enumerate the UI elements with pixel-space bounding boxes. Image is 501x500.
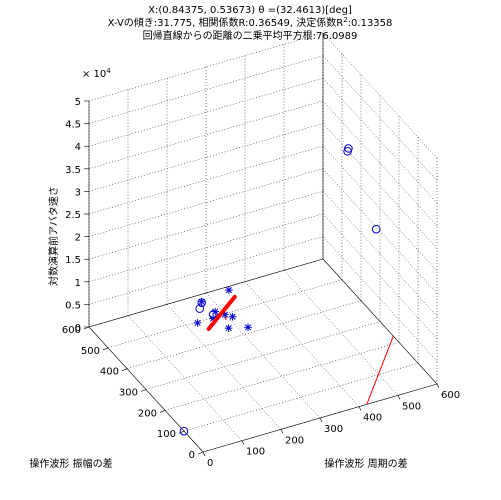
z-tick-label: 0 — [75, 323, 81, 334]
y-tick-mark — [83, 326, 90, 330]
sidewall-gridline-z — [322, 55, 438, 181]
y-tick-mark — [197, 451, 204, 455]
z-tick-label: 4 — [75, 142, 81, 153]
y-tick-label: 500 — [81, 346, 100, 357]
star-marker — [193, 319, 202, 327]
z-tick-label: 3.5 — [65, 165, 81, 176]
z-tick-label: 4.5 — [65, 120, 81, 131]
star-marker — [224, 324, 233, 332]
y-tick-label: 300 — [119, 388, 138, 399]
star-marker — [244, 323, 252, 332]
floor-gridline-y — [183, 362, 419, 432]
floor-edge-back — [88, 258, 324, 328]
data-layer — [179, 144, 394, 436]
x-tick-label: 300 — [324, 424, 343, 435]
circle-marker — [195, 304, 204, 313]
z-tick-label: 5 — [75, 97, 81, 108]
sidewall-gridline-z — [322, 78, 438, 204]
star-marker — [211, 307, 219, 316]
z-tick-label: 0.5 — [65, 300, 81, 311]
chart-title: X:(0.84375, 0.53673) θ =(32.4613)[deg] X… — [108, 5, 393, 42]
title-line-2-superscript: 2 — [343, 16, 347, 24]
z-tick-label: 3 — [75, 187, 81, 198]
backwall-gridline-z — [88, 145, 324, 215]
grid-layer — [88, 32, 438, 453]
circle-marker — [344, 144, 353, 153]
floor-gridline-y — [164, 342, 400, 411]
regression-line — [206, 294, 237, 331]
y-tick-mark — [102, 347, 109, 351]
tick-layer: 0100200300400500600010020030040050060000… — [62, 97, 460, 469]
sidewall-gridline-z — [322, 213, 438, 339]
z-tick-label: 2 — [75, 233, 81, 244]
y-tick-mark — [178, 430, 185, 434]
circle-marker — [371, 224, 381, 234]
x-tick-label: 0 — [207, 458, 213, 469]
y-tick-label: 0 — [189, 450, 195, 461]
x-tick-mark — [241, 440, 245, 445]
sidewall-gridline-z — [322, 123, 438, 249]
floor-edge-right — [322, 258, 438, 385]
y-tick-label: 600 — [62, 325, 81, 336]
z-tick-label: 1 — [75, 278, 81, 289]
z-multiplier-label: × 104 — [82, 67, 111, 80]
x-tick-mark — [202, 451, 206, 457]
circle-marker — [179, 426, 189, 436]
y-tick-label: 200 — [138, 408, 157, 419]
x-tick-label: 600 — [441, 390, 460, 401]
star-marker — [225, 286, 233, 294]
floor-gridline-y — [126, 300, 362, 369]
backwall-gridline-z — [88, 236, 324, 305]
x-tick-mark — [280, 429, 284, 434]
x-tick-mark — [358, 406, 362, 411]
x-tick-label: 100 — [246, 447, 265, 458]
x-tick-label: 400 — [363, 413, 382, 424]
z-tick-label: 1.5 — [65, 255, 81, 266]
x-tick-label: 200 — [285, 435, 304, 446]
x-tick-mark — [436, 383, 440, 389]
y-tick-label: 100 — [157, 429, 176, 440]
z-tick-label: 2.5 — [65, 210, 81, 221]
floor-gridline-x — [127, 315, 243, 441]
star-marker — [228, 312, 237, 321]
sidewall-gridline-z — [322, 145, 438, 272]
sidewall-gridline-z — [322, 32, 438, 159]
backwall-gridline-z — [88, 100, 324, 170]
z-multiplier-exponent: 4 — [106, 67, 111, 75]
sidewall-gridline-z — [322, 100, 438, 226]
floor-regression-line — [366, 335, 394, 405]
y-axis-label: 操作波形 振幅の差 — [29, 457, 112, 470]
title-line-3: 回帰直線からの距離の二乗平均平方根:76.0989 — [143, 29, 358, 42]
title-line-2: X-Vの傾き:31.775, 相関係数R:0.36549, 決定係数R2:0.1… — [108, 16, 393, 29]
x-tick-mark — [319, 417, 323, 423]
title-line-2-suffix: :0.13358 — [348, 18, 393, 29]
y-tick-mark — [140, 389, 147, 392]
z-multiplier-base: × 10 — [82, 69, 106, 80]
sidewall-gridline-z — [322, 236, 438, 362]
floor-gridline-x — [283, 270, 399, 396]
y-tick-mark — [121, 368, 128, 371]
x-axis-label: 操作波形 周期の差 — [324, 457, 407, 470]
floor-gridline-x — [205, 292, 321, 419]
title-line-2-prefix: X-Vの傾き:31.775, 相関係数R:0.36549, 決定係数R — [108, 16, 344, 29]
z-axis-label: 対数演算前アバタ速さ — [47, 186, 60, 286]
star-marker — [197, 297, 206, 306]
backwall-gridline-z — [88, 55, 324, 124]
x-tick-label: 500 — [402, 401, 421, 412]
x-tick-mark — [397, 395, 401, 400]
title-line-1: X:(0.84375, 0.53673) θ =(32.4613)[deg] — [148, 5, 352, 16]
y-tick-label: 400 — [100, 367, 119, 378]
y-tick-mark — [159, 410, 166, 413]
axis-layer — [88, 33, 438, 453]
backwall-gridline-z — [88, 190, 324, 260]
sidewall-gridline-z — [322, 191, 438, 317]
